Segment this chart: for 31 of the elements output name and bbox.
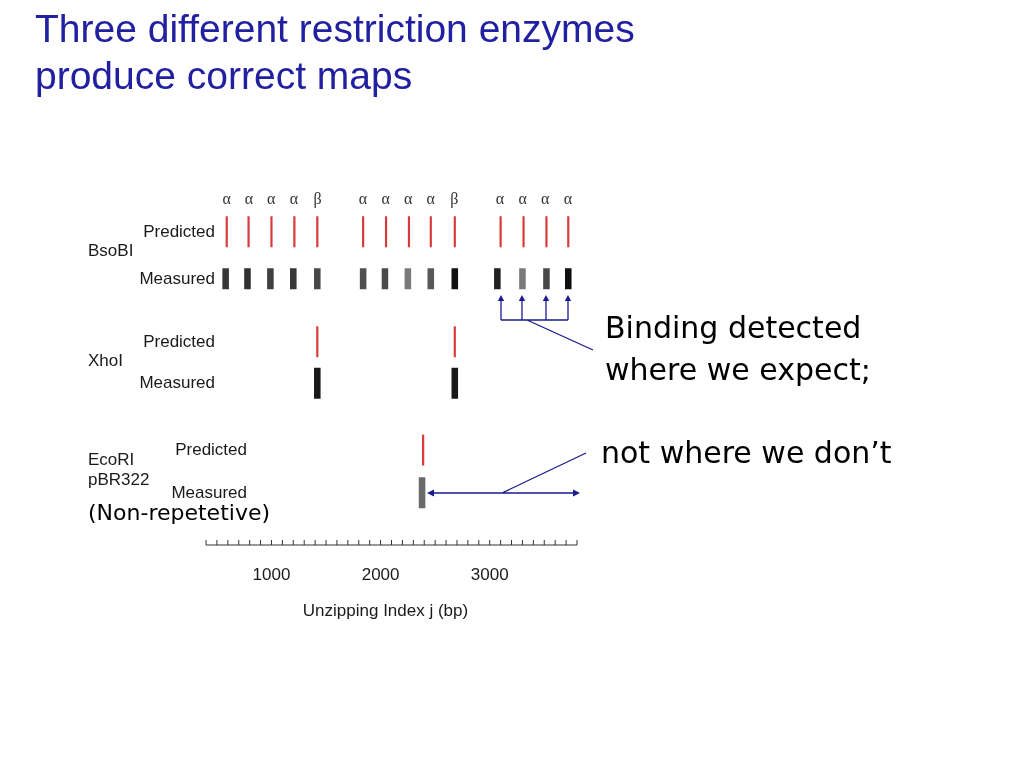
text: α [404, 188, 413, 209]
text: α [244, 188, 254, 209]
text: α [495, 188, 505, 209]
annotation: (Non-repetetive) [88, 500, 271, 525]
y-tick-label: Predicted [143, 221, 215, 241]
text: β [450, 188, 459, 209]
chart-title: Three different restriction enzymes produce correct maps [35, 6, 636, 99]
text: α [381, 188, 390, 209]
text: α [518, 188, 527, 209]
text: α [358, 188, 368, 209]
text: α [541, 188, 550, 209]
text: α [563, 188, 573, 209]
text: β [313, 188, 322, 209]
y-tick-label: Measured [139, 268, 215, 288]
text: not where we don’t [601, 433, 892, 472]
text: α [289, 188, 299, 209]
text: XhoI [88, 351, 123, 371]
x-tick-label: 1000 [252, 565, 291, 584]
y-tick-label: Measured [171, 482, 247, 502]
x-tick-label: 3000 [470, 565, 509, 584]
text: α [426, 188, 435, 209]
text: Binding detected where we expect; [605, 308, 872, 389]
x-tick-label: 2000 [361, 565, 400, 584]
y-tick-label: Predicted [143, 331, 215, 351]
text: α [267, 188, 276, 209]
text: α [222, 188, 231, 209]
text: BsoBI [88, 241, 134, 261]
y-tick-label: Predicted [175, 439, 247, 459]
text: EcoRI pBR322 [88, 450, 151, 490]
y-tick-label: Measured [139, 373, 215, 393]
x-axis-title: Unzipping Index j (bp) [301, 601, 470, 621]
